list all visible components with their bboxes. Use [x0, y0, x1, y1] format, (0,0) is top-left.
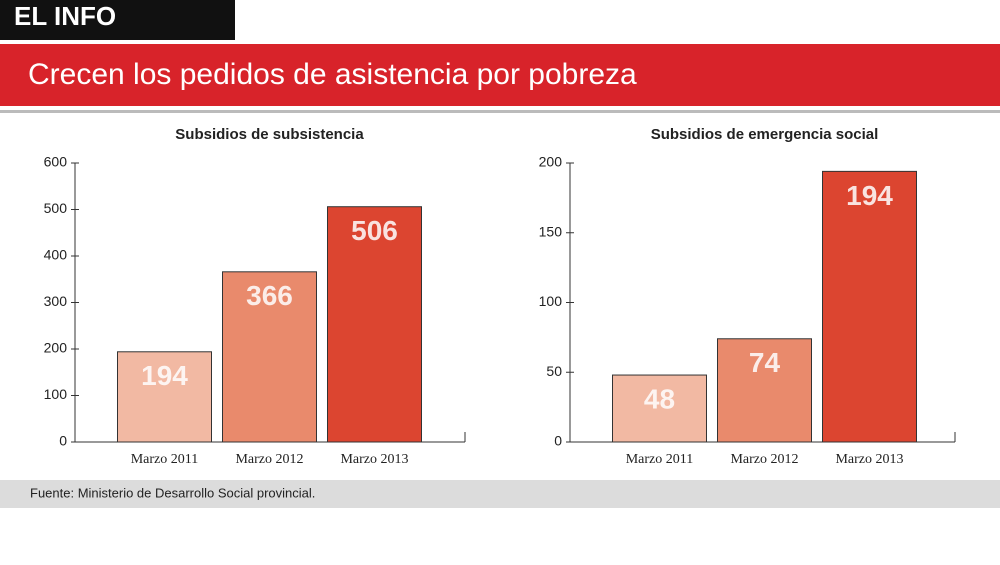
x-tick-label: Marzo 2013 [340, 452, 408, 467]
y-tick-label: 0 [554, 433, 562, 449]
bar [117, 351, 212, 443]
section-label: EL INFO [14, 1, 116, 31]
x-tick-label: Marzo 2013 [835, 452, 903, 467]
bar [612, 374, 707, 443]
y-tick-label: 300 [44, 293, 68, 309]
y-tick-label: 150 [539, 223, 563, 239]
source-text: Fuente: Ministerio de Desarrollo Social … [30, 485, 315, 500]
chart-subtitle: Subsidios de emergencia social [651, 126, 879, 143]
y-tick-label: 400 [44, 247, 68, 263]
y-tick-label: 0 [59, 433, 67, 449]
y-tick-label: 100 [539, 293, 563, 309]
y-tick-label: 500 [44, 200, 68, 216]
bar [717, 338, 812, 443]
value-label: 74 [749, 347, 781, 378]
main-title: Crecen los pedidos de asistencia por pob… [28, 58, 637, 91]
y-tick-label: 200 [539, 154, 563, 170]
separator [0, 110, 1000, 113]
x-tick-label: Marzo 2012 [730, 452, 798, 467]
bar [222, 271, 317, 443]
section-box [0, 0, 235, 40]
y-tick-label: 100 [44, 386, 68, 402]
value-label: 366 [246, 280, 293, 311]
source-bar [0, 480, 1000, 508]
y-tick-label: 200 [44, 340, 68, 356]
value-label: 194 [141, 360, 188, 391]
x-tick-label: Marzo 2011 [626, 452, 694, 467]
y-tick-label: 50 [546, 363, 562, 379]
bar [327, 206, 422, 443]
value-label: 48 [644, 383, 675, 414]
value-label: 506 [351, 215, 398, 246]
chart-subtitle: Subsidios de subsistencia [175, 126, 364, 143]
x-tick-label: Marzo 2012 [235, 452, 303, 467]
y-tick-label: 600 [44, 154, 68, 170]
value-label: 194 [846, 180, 893, 211]
bar [822, 170, 917, 443]
x-tick-label: Marzo 2011 [131, 452, 199, 467]
title-banner [0, 44, 1000, 106]
